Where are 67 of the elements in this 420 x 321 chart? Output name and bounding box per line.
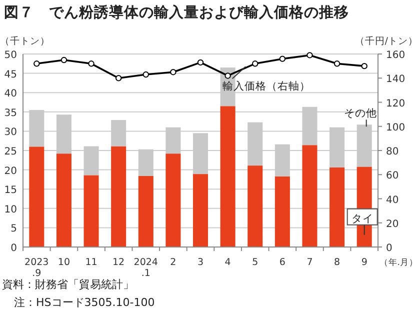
y2-tick-label: 60 — [386, 170, 399, 182]
y-tick-label: 25 — [4, 146, 17, 158]
point — [142, 71, 149, 78]
point — [361, 62, 368, 70]
chart-title: 図７ でん粉誘導体の輸入量および輸入価格の推移 — [4, 3, 349, 21]
x-axis-title: （年.月） — [379, 257, 418, 268]
y-tick-label: 45 — [4, 69, 17, 80]
y-tick-label: 20 — [4, 166, 17, 177]
x-tick-label: 2024 .1 — [134, 257, 158, 279]
x-tick-label: 4 — [224, 257, 231, 268]
y2-tick-label: 120 — [386, 98, 406, 110]
y2-tick-label: 140 — [386, 74, 406, 86]
y2-axis-title: （千円/トン） — [354, 35, 418, 47]
x-tick-label: 3 — [197, 257, 204, 268]
x-tick-label: 8 — [334, 257, 340, 268]
bar — [29, 146, 44, 247]
x-tick-label: 10 — [58, 257, 70, 268]
bar — [220, 106, 236, 247]
point — [170, 68, 176, 76]
bar — [138, 176, 154, 247]
series-label: タイ — [351, 212, 374, 225]
point — [115, 75, 122, 82]
y-axis-title: （千トン） — [0, 35, 50, 47]
point — [34, 60, 40, 67]
y-tick-label: 15 — [4, 185, 17, 196]
bar — [56, 154, 72, 247]
series-label: その他 — [344, 108, 377, 120]
y2-tick-label: 80 — [386, 146, 399, 158]
y2-tick-label: 20 — [386, 218, 399, 230]
bar — [302, 145, 318, 247]
x-tick-label: 5 — [252, 257, 258, 268]
text: 資料：財務省「貿易統計」 — [2, 278, 134, 291]
point — [197, 59, 204, 66]
y-tick-label: 5 — [10, 224, 17, 235]
y2-tick-label: 40 — [386, 194, 399, 206]
x-tick-label: 11 — [85, 257, 98, 268]
bar — [248, 166, 263, 247]
x-tick-label: 12 — [112, 257, 125, 268]
point — [88, 60, 94, 67]
bar — [84, 175, 99, 247]
point — [224, 72, 231, 79]
series-label: 輸入価格（右軸） — [222, 80, 310, 93]
point — [279, 56, 286, 62]
point — [306, 52, 313, 58]
x-tick-label: 2023 .9 — [24, 257, 49, 279]
y-tick-label: 30 — [4, 127, 17, 138]
y2-tick-label: 0 — [386, 243, 392, 254]
y-tick-label: 35 — [4, 108, 17, 119]
y2-tick-label: 100 — [386, 122, 406, 134]
bar — [111, 146, 126, 247]
bar — [192, 174, 208, 247]
bar — [166, 154, 181, 247]
x-tick-label: 6 — [279, 257, 286, 268]
y-tick-label: 40 — [4, 88, 17, 100]
y-tick-label: 50 — [4, 50, 17, 61]
x-tick-label: 9 — [361, 257, 368, 268]
point — [60, 56, 68, 64]
y-tick-label: 0 — [10, 243, 17, 254]
bar — [274, 176, 290, 247]
bar — [330, 167, 345, 247]
y2-tick-label: 160 — [386, 50, 406, 61]
y-tick-label: 10 — [4, 204, 17, 216]
x-tick-label: 7 — [306, 257, 313, 268]
x-tick-label: 2 — [170, 257, 176, 268]
point — [334, 60, 340, 67]
text: 注：HSコード3505.10-100 — [14, 296, 155, 309]
point — [252, 60, 258, 67]
